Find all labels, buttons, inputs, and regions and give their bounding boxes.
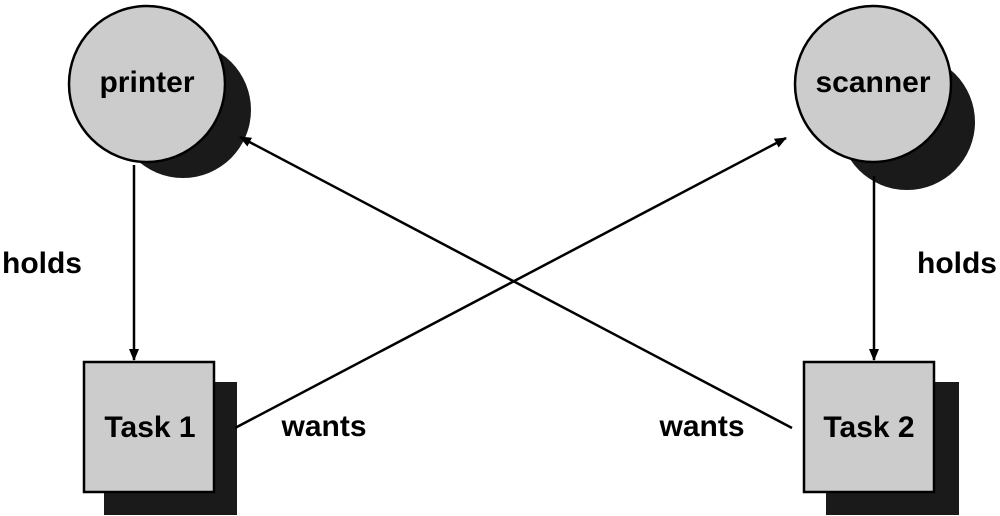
task1-box	[82, 360, 216, 494]
task2-wants-printer-arrow	[239, 135, 793, 430]
task1-wants-scanner-arrow	[234, 136, 787, 430]
task2-label: Task 2	[823, 411, 914, 444]
task2-node: Task 2	[802, 360, 959, 515]
scanner-holds-label: holds	[917, 247, 997, 280]
printer-label: printer	[99, 66, 194, 99]
printer-node: printer	[67, 4, 251, 178]
task1-label: Task 1	[104, 411, 195, 444]
scanner-circle	[793, 4, 953, 164]
task2-wants-label: wants	[658, 410, 744, 443]
task1-wants-label: wants	[280, 410, 366, 443]
printer-holds-label: holds	[2, 247, 82, 280]
task1-node: Task 1	[82, 360, 237, 515]
printer-circle	[67, 4, 227, 164]
task2-box	[802, 360, 936, 494]
scanner-node: scanner	[793, 4, 975, 190]
scanner-label: scanner	[815, 66, 930, 99]
